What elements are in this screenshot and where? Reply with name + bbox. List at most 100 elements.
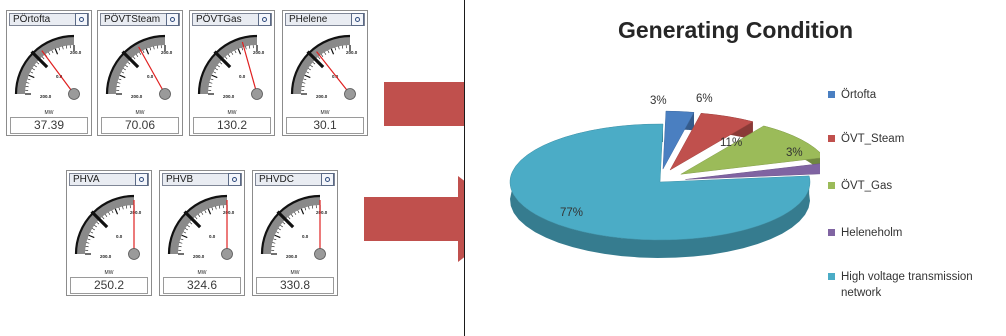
gauge-dial: 200.0 0.0 200.0 xyxy=(193,28,271,110)
pie-slice xyxy=(669,113,754,171)
svg-text:200.0: 200.0 xyxy=(316,210,328,215)
legend-swatch xyxy=(828,229,835,236)
gauge-title-bar: PHVB xyxy=(162,173,242,186)
gauge-title: PÖrtofta xyxy=(13,14,51,25)
svg-text:0.0: 0.0 xyxy=(332,74,339,79)
gauge-title-bar: PÖVTGas xyxy=(192,13,272,26)
gauge-hub xyxy=(128,248,140,260)
circle-icon xyxy=(355,17,360,22)
gauge-dial: 200.0 0.0 200.0 xyxy=(70,188,148,270)
chart-title: Generating Condition xyxy=(618,17,854,43)
gauge-unit: MW xyxy=(290,270,300,276)
svg-text:200.0: 200.0 xyxy=(316,94,328,99)
gauge-hub xyxy=(344,88,356,100)
circle-icon xyxy=(139,177,144,182)
gauge-unit: MW xyxy=(227,110,237,116)
svg-text:200.0: 200.0 xyxy=(286,254,298,259)
gauge-value: 330.8 xyxy=(256,277,334,294)
gauge-title: PÖVTSteam xyxy=(104,14,161,25)
gauge-title: PHVA xyxy=(73,174,100,185)
legend-swatch xyxy=(828,135,835,142)
svg-text:200.0: 200.0 xyxy=(346,50,358,55)
gauge-phvdc: PHVDC 200.0 0.0 200.0 MW 330.8 xyxy=(252,170,338,296)
svg-text:0.0: 0.0 xyxy=(209,234,216,239)
gauge-scale-band xyxy=(169,196,227,254)
svg-text:200.0: 200.0 xyxy=(193,254,205,259)
gauge-menu-button[interactable] xyxy=(75,13,88,26)
gauge-title-bar: PÖrtofta xyxy=(9,13,89,26)
legend-swatch xyxy=(828,182,835,189)
pie-data-label: 77% xyxy=(560,207,583,219)
svg-text:0.0: 0.0 xyxy=(147,74,154,79)
gauge-value: 70.06 xyxy=(101,117,179,134)
circle-icon xyxy=(262,17,267,22)
gauge-povtgas: PÖVTGas 200.0 0.0 200.0 MW 130.2 xyxy=(189,10,275,136)
circle-icon xyxy=(232,177,237,182)
svg-text:200.0: 200.0 xyxy=(70,50,82,55)
gauge-phvb: PHVB 200.0 0.0 200.0 MW 324.6 xyxy=(159,170,245,296)
gauge-dial: 200.0 0.0 200.0 xyxy=(256,188,334,270)
svg-text:0.0: 0.0 xyxy=(302,234,309,239)
gauge-title: PHelene xyxy=(289,14,328,25)
svg-text:200.0: 200.0 xyxy=(223,210,235,215)
gauge-title: PHVDC xyxy=(259,174,295,185)
svg-text:0.0: 0.0 xyxy=(239,74,246,79)
svg-text:200.0: 200.0 xyxy=(253,50,265,55)
legend-label: Örtofta xyxy=(841,89,877,101)
circle-icon xyxy=(79,17,84,22)
gauge-unit: MW xyxy=(44,110,54,116)
gauge-title-bar: PHelene xyxy=(285,13,365,26)
gauge-hub xyxy=(221,248,233,260)
pie-slice xyxy=(685,163,820,180)
pie-data-label: 3% xyxy=(786,147,803,159)
legend-label: ÖVT_Steam xyxy=(841,133,905,145)
gauge-menu-button[interactable] xyxy=(135,173,148,186)
circle-icon xyxy=(325,177,330,182)
legend-swatch xyxy=(828,91,835,98)
pie-data-label: 3% xyxy=(650,95,667,107)
legend-label: ÖVT_Gas xyxy=(841,180,893,192)
pie-slice xyxy=(680,125,820,175)
legend-label: High voltage transmission network xyxy=(841,271,973,299)
gauge-unit: MW xyxy=(320,110,330,116)
gauge-scale-band xyxy=(107,36,165,94)
gauge-dial: 200.0 0.0 200.0 xyxy=(286,28,364,110)
gauge-menu-button[interactable] xyxy=(228,173,241,186)
gauge-dial: 200.0 0.0 200.0 xyxy=(163,188,241,270)
gauge-phelene: PHelene 200.0 0.0 200.0 MW 30.1 xyxy=(282,10,368,136)
gauge-title-bar: PHVA xyxy=(69,173,149,186)
gauge-needle xyxy=(241,41,258,95)
gauge-dial: 200.0 0.0 200.0 xyxy=(10,28,88,110)
gauge-menu-button[interactable] xyxy=(321,173,334,186)
svg-text:0.0: 0.0 xyxy=(56,74,63,79)
gauge-menu-button[interactable] xyxy=(166,13,179,26)
gauge-dial: 200.0 0.0 200.0 xyxy=(101,28,179,110)
gauge-scale-band xyxy=(262,196,320,254)
gauge-value: 130.2 xyxy=(193,117,271,134)
gauge-menu-button[interactable] xyxy=(351,13,364,26)
gauge-title: PHVB xyxy=(166,174,194,185)
circle-icon xyxy=(170,17,175,22)
gauge-hub xyxy=(314,248,326,260)
gauge-menu-button[interactable] xyxy=(258,13,271,26)
pie-data-label: 6% xyxy=(696,93,713,105)
gauge-title: PÖVTGas xyxy=(196,14,242,25)
svg-text:200.0: 200.0 xyxy=(131,94,143,99)
pie-slice xyxy=(662,110,695,170)
gauge-title-bar: PÖVTSteam xyxy=(100,13,180,26)
gauge-portofta: PÖrtofta 200.0 0.0 200.0 MW 37.39 xyxy=(6,10,92,136)
legend-label: Heleneholm xyxy=(841,227,903,239)
svg-text:200.0: 200.0 xyxy=(100,254,112,259)
gauge-value: 324.6 xyxy=(163,277,241,294)
pie-slice xyxy=(509,123,811,241)
gauge-hub xyxy=(251,88,263,100)
gauge-povtsteam: PÖVTSteam 200.0 0.0 200.0 MW 70.06 xyxy=(97,10,183,136)
pie-data-label: 11% xyxy=(720,137,742,149)
svg-text:200.0: 200.0 xyxy=(40,94,52,99)
svg-text:0.0: 0.0 xyxy=(116,234,123,239)
gauge-title-bar: PHVDC xyxy=(255,173,335,186)
gauge-hub xyxy=(159,88,171,100)
gauge-needle xyxy=(316,51,351,95)
gauge-phva: PHVA 200.0 0.0 200.0 MW 250.2 xyxy=(66,170,152,296)
pie-chart: 3% 6% 11% 3% 77% xyxy=(509,93,820,258)
